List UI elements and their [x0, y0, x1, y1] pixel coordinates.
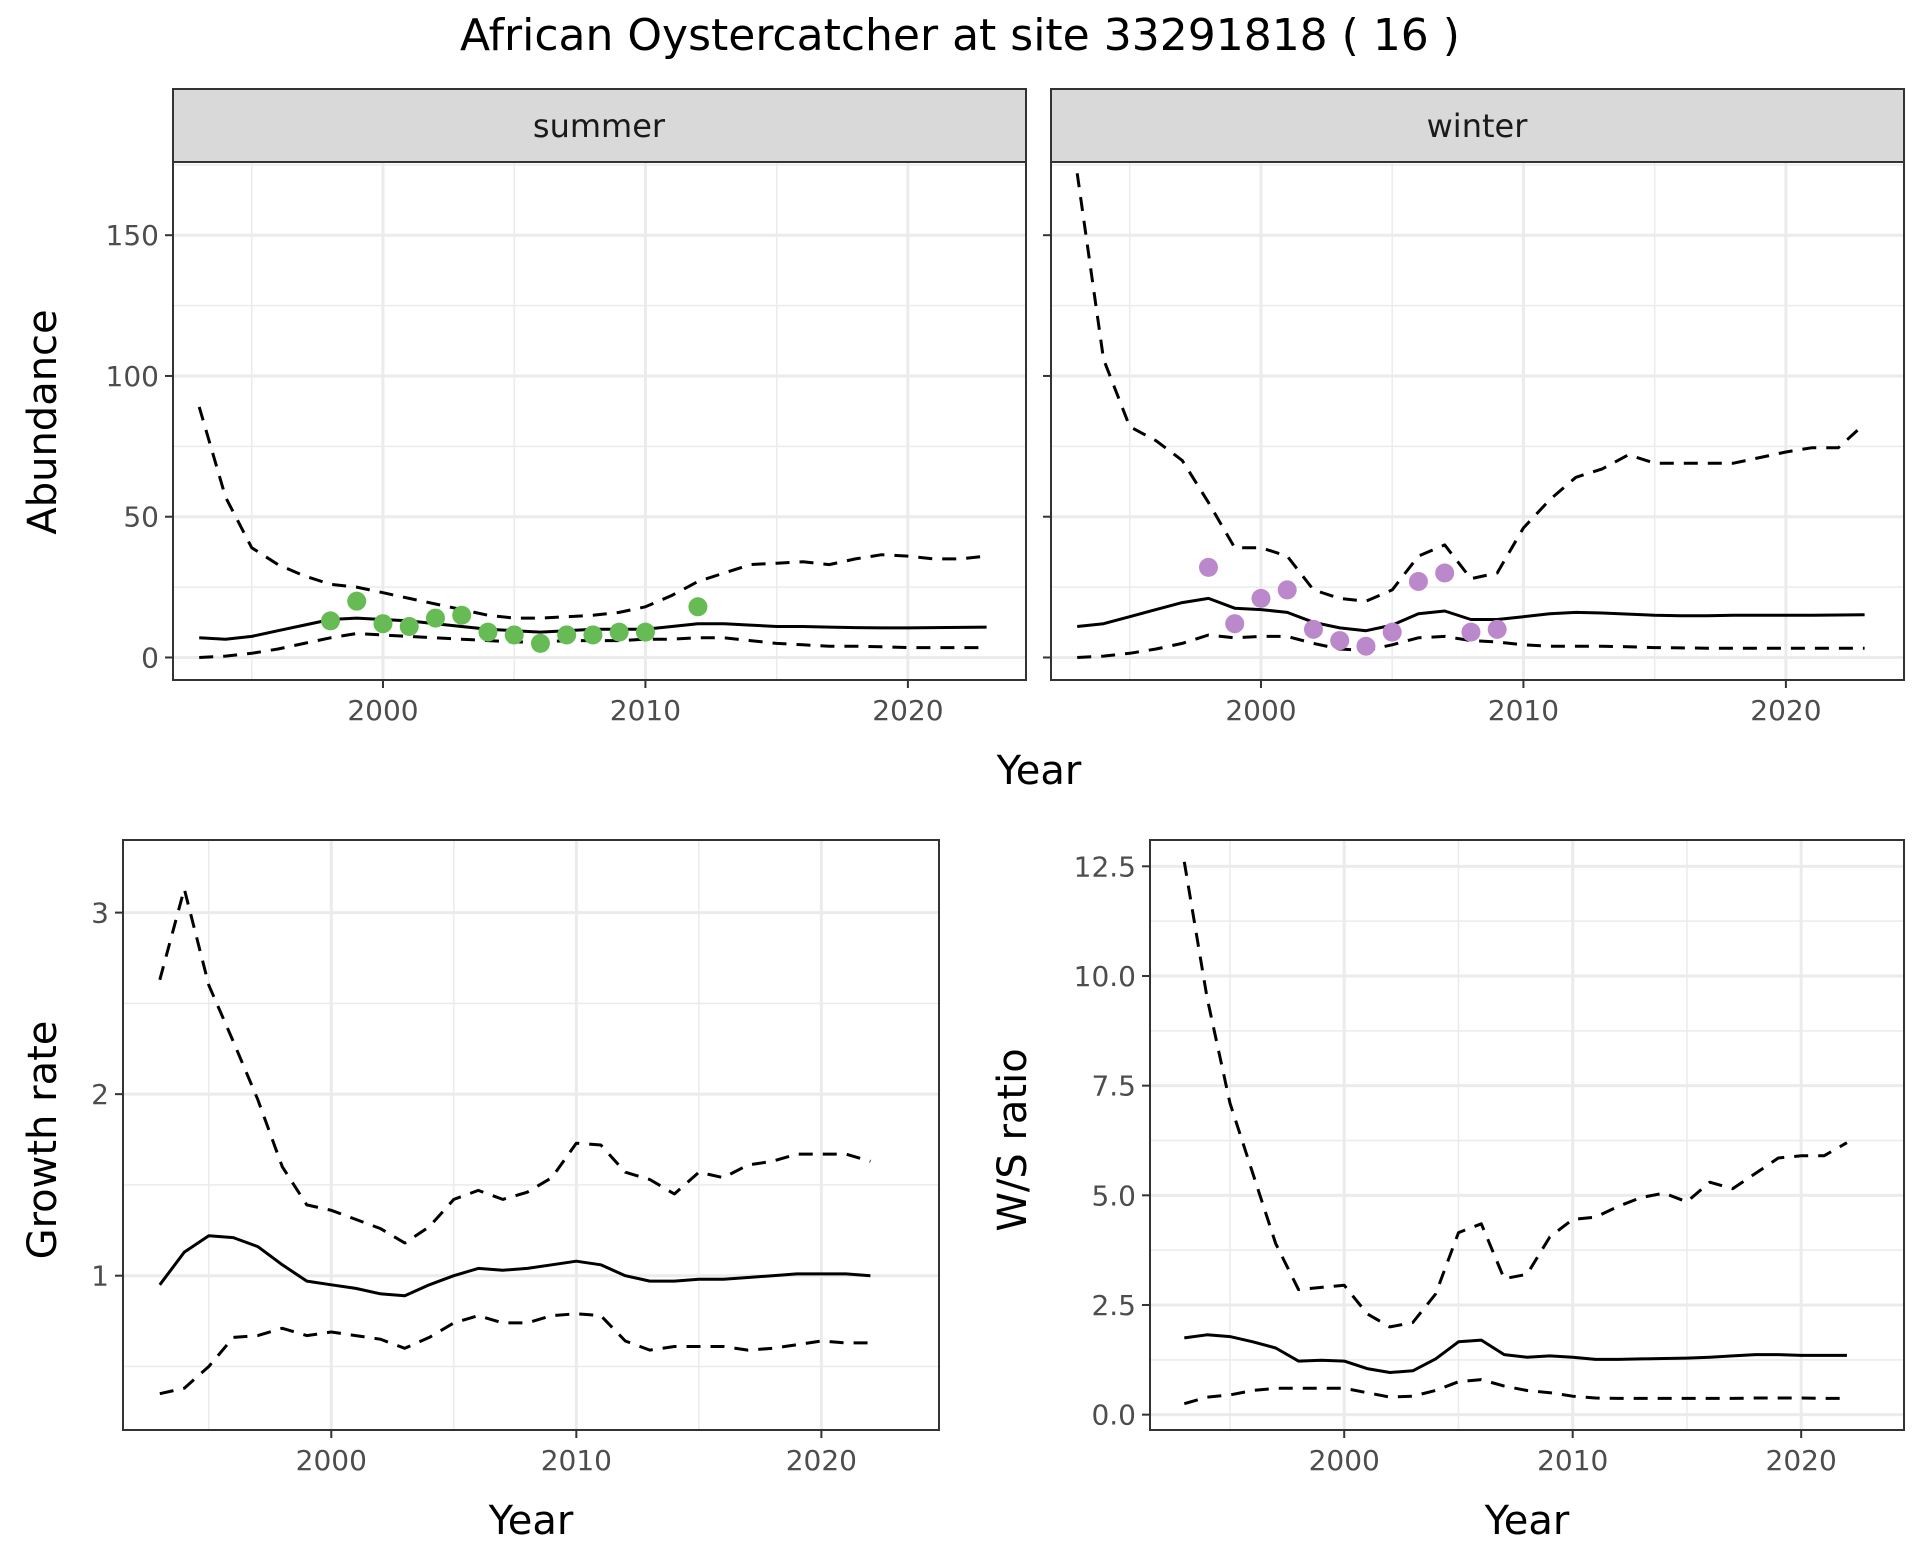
growth-y-tick-label: 3	[91, 897, 109, 930]
winter-observed-point	[1277, 580, 1297, 600]
winter-lower-line	[1077, 633, 1865, 659]
ratio-panel-border	[1149, 839, 1905, 1431]
winter-plot-background	[1051, 162, 1904, 680]
winter-upper-line	[1075, 173, 1866, 603]
growth-estimate-line	[158, 1234, 871, 1298]
winter-observed-point	[1330, 631, 1350, 651]
winter-observed-point	[1303, 619, 1323, 639]
summer-observed-point	[373, 614, 393, 634]
growth-x-tick-label: 2000	[296, 1444, 367, 1477]
growth-panel-border	[122, 839, 940, 1431]
summer-plot-background	[173, 162, 1026, 680]
summer-observed-point	[504, 625, 524, 645]
ratio-plot-background	[1150, 840, 1904, 1430]
summer-abundance-panel: 2000 2010 2020 0 50 100 150	[106, 161, 1027, 727]
ratio-upper-line	[1182, 861, 1848, 1329]
summer-observed-point	[452, 605, 472, 625]
summer-observed-point	[347, 591, 367, 611]
summer-upper-line	[197, 406, 987, 620]
ratio-y-tick-label: 10.0	[1074, 960, 1136, 993]
growth-x-axis-label: Year	[488, 1498, 574, 1544]
growth-x-tick-label: 2010	[541, 1444, 612, 1477]
summer-strip	[172, 88, 1027, 163]
summer-observed-point	[557, 625, 577, 645]
ratio-y-tick-label: 2.5	[1091, 1289, 1136, 1322]
summer-observed-point	[425, 608, 445, 628]
summer-x-tick-label: 2010	[610, 694, 681, 727]
ratio-estimate-line	[1184, 1333, 1847, 1374]
winter-x-tick-label: 2020	[1750, 694, 1821, 727]
winter-x-tick-label: 2000	[1225, 694, 1296, 727]
winter-x-tick-label: 2010	[1488, 694, 1559, 727]
ratio-x-tick-label: 2020	[1766, 1444, 1837, 1477]
abundance-y-axis-label: Abundance	[20, 309, 66, 534]
summer-y-tick-label: 150	[106, 219, 159, 252]
summer-x-tick-label: 2000	[347, 694, 418, 727]
winter-observed-point	[1225, 614, 1245, 634]
ratio-x-tick-label: 2000	[1309, 1444, 1380, 1477]
growth-y-tick-label: 2	[91, 1078, 109, 1111]
summer-observed-point	[399, 617, 419, 637]
summer-y-tick-label: 100	[106, 360, 159, 393]
growth-y-axis-label: Growth rate	[20, 1021, 66, 1260]
summer-observed-point	[530, 633, 550, 653]
summer-y-tick-label: 0	[141, 641, 159, 674]
summer-y-tick-label: 50	[123, 501, 159, 534]
growth-rate-panel: 2000 2010 2020 1 2 3	[91, 839, 940, 1477]
summer-observed-point	[478, 622, 498, 642]
growth-y-tick-label: 1	[91, 1260, 109, 1293]
ratio-y-axis-label: W/S ratio	[990, 1048, 1036, 1231]
ratio-x-axis-label: Year	[1484, 1498, 1570, 1544]
summer-observed-point	[320, 611, 340, 631]
ratio-y-tick-label: 12.5	[1074, 850, 1136, 883]
winter-abundance-panel: 2000 2010 2020	[1043, 161, 1905, 727]
ws-ratio-panel: 2000 2010 2020 0.0 2.5 5.0 7.5 10.0 12.5	[1074, 839, 1905, 1477]
ratio-y-tick-label: 5.0	[1091, 1179, 1136, 1212]
winter-strip	[1050, 88, 1905, 163]
growth-lower-line	[159, 1312, 871, 1396]
winter-observed-point	[1408, 571, 1428, 591]
summer-observed-point	[688, 597, 708, 617]
winter-observed-point	[1251, 588, 1271, 608]
abundance-x-axis-label: Year	[996, 748, 1082, 794]
winter-estimate-line	[1077, 596, 1865, 633]
summer-strip-label: summer	[533, 107, 666, 145]
ratio-y-tick-label: 0.0	[1091, 1399, 1136, 1432]
summer-observed-point	[583, 625, 603, 645]
winter-observed-point	[1198, 557, 1218, 577]
winter-observed-point	[1382, 622, 1402, 642]
winter-observed-point	[1356, 636, 1376, 656]
summer-x-tick-label: 2020	[872, 694, 943, 727]
summer-observed-point	[609, 622, 629, 642]
ratio-x-tick-label: 2010	[1537, 1444, 1608, 1477]
winter-observed-point	[1435, 563, 1455, 583]
growth-x-tick-label: 2020	[786, 1444, 857, 1477]
winter-observed-point	[1461, 622, 1481, 642]
ratio-lower-line	[1183, 1378, 1847, 1406]
ratio-y-tick-label: 7.5	[1091, 1070, 1136, 1103]
winter-strip-label: winter	[1427, 107, 1529, 145]
summer-observed-point	[635, 622, 655, 642]
figure-title: African Oystercatcher at site 33291818 (…	[460, 10, 1460, 61]
growth-plot-background	[123, 840, 939, 1430]
winter-observed-point	[1487, 619, 1507, 639]
